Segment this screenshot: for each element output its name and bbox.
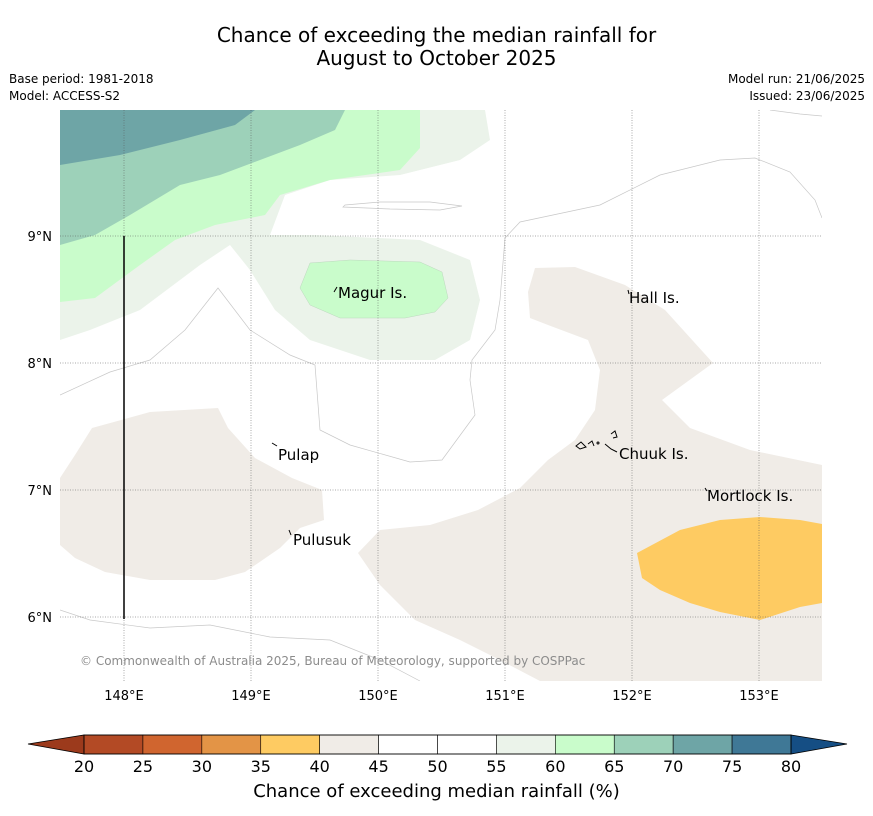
colorbar-tick-label: 30	[191, 757, 213, 776]
place-label-pulap: Pulap	[278, 446, 319, 464]
colorbar-tick-label: 50	[427, 757, 448, 776]
island-marks	[271, 286, 708, 536]
place-label-mortlock: Mortlock Is.	[707, 487, 793, 505]
colorbar-label: Chance of exceeding median rainfall (%)	[253, 781, 620, 802]
colorbar-segment	[83, 734, 144, 755]
contour-lines	[60, 110, 822, 681]
colorbar-tick-label: 75	[721, 757, 743, 776]
lon-label: 149°E	[231, 689, 271, 704]
lat-label: 7°N	[28, 484, 53, 499]
issued-text: Issued: 23/06/2025	[749, 89, 865, 103]
colorbar-segment	[378, 734, 438, 755]
lon-label: 151°E	[485, 689, 525, 704]
model-run-text: Model run: 21/06/2025	[727, 72, 865, 86]
contour-35-40	[637, 517, 822, 620]
lon-label: 150°E	[358, 689, 398, 704]
colorbar-tick-label: 55	[486, 757, 507, 776]
colorbar-tick-label: 70	[662, 757, 684, 776]
place-labels: Magur Is. Hall Is. Pulap Chuuk Is. Mortl…	[278, 284, 793, 549]
colorbar-segment	[201, 734, 262, 755]
colorbar-tick-label: 35	[250, 757, 271, 776]
colorbar-segment	[613, 734, 674, 755]
lon-label: 148°E	[104, 689, 144, 704]
contour-70-75	[60, 110, 255, 165]
model-text: Model: ACCESS-S2	[9, 89, 121, 103]
place-label-magur: Magur Is.	[338, 284, 407, 302]
colorbar-segments	[83, 734, 792, 755]
lat-label: 9°N	[28, 230, 53, 245]
place-label-chuuk: Chuuk Is.	[619, 445, 688, 463]
chart-title-line1: Chance of exceeding the median rainfall …	[216, 23, 657, 47]
colorbar-segment	[555, 734, 615, 755]
colorbar-tick-label: 60	[545, 757, 566, 776]
colorbar-tick-label: 45	[368, 757, 389, 776]
colorbar-segment	[672, 734, 733, 755]
place-label-hall: Hall Is.	[629, 289, 680, 307]
lat-label: 6°N	[28, 611, 53, 626]
colorbar-segment	[319, 734, 379, 755]
contour-40-45-west	[60, 408, 324, 580]
colorbar-outline	[83, 734, 792, 755]
colorbar	[27, 734, 848, 755]
colorbar-under-arrow	[27, 734, 85, 755]
lon-label: 152°E	[612, 689, 652, 704]
colorbar-segment	[142, 734, 203, 755]
contour-60-65-magur	[299, 259, 449, 319]
probability-contours	[60, 110, 822, 681]
longitude-labels: 148°E 149°E 150°E 151°E 152°E 153°E	[104, 689, 779, 704]
base-period-text: Base period: 1981-2018	[9, 72, 154, 86]
colorbar-tick-label: 40	[309, 757, 330, 776]
colorbar-segment	[437, 734, 497, 755]
colorbar-segment	[496, 734, 556, 755]
colorbar-tick-label: 20	[73, 757, 95, 776]
colorbar-tick-label: 65	[604, 757, 625, 776]
place-label-pulusuk: Pulusuk	[293, 531, 351, 549]
lat-label: 8°N	[28, 357, 53, 372]
colorbar-tick-label: 80	[780, 757, 802, 776]
chart-title-line2: August to October 2025	[316, 46, 557, 70]
lon-label: 153°E	[739, 689, 779, 704]
colorbar-segment	[731, 734, 792, 755]
colorbar-segment	[260, 734, 320, 755]
colorbar-over-arrow	[790, 734, 848, 755]
copyright-text: © Commonwealth of Australia 2025, Bureau…	[80, 654, 585, 668]
colorbar-tick-label: 25	[132, 757, 154, 776]
latitude-labels: 9°N 8°N 7°N 6°N	[28, 230, 53, 626]
